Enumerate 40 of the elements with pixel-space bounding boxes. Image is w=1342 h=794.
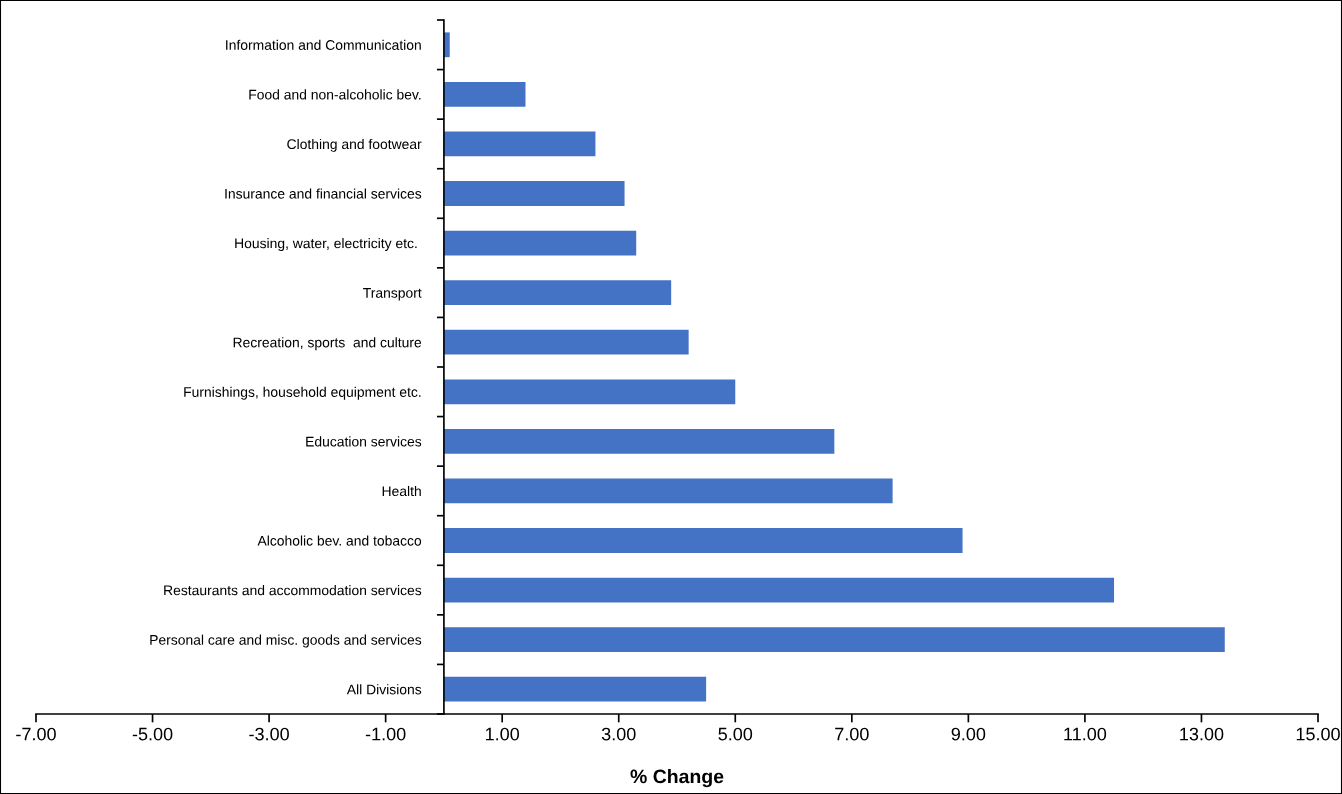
x-tick-label: -3.00	[249, 727, 289, 741]
x-tick-label: 5.00	[718, 727, 753, 741]
bar	[443, 627, 1225, 653]
x-tick-label: 13.00	[1180, 727, 1224, 741]
bar	[443, 181, 625, 206]
x-tick-label: 11.00	[1064, 727, 1107, 741]
bar	[443, 478, 893, 504]
x-tick-label: 1.00	[485, 727, 520, 741]
bar	[443, 81, 526, 107]
bar	[443, 280, 672, 306]
bar	[443, 676, 707, 702]
y-tick-label: Recreation, sports and culture	[233, 337, 422, 351]
y-tick-label: Housing, water, electricity etc.	[235, 238, 417, 251]
y-tick-label: Furnishings, household equipment etc.	[184, 386, 421, 400]
y-tick-label: Restaurants and accommodation services	[164, 585, 422, 596]
y-tick-label: Food and non-alcoholic bev.	[249, 89, 421, 100]
y-tick-label: Transport	[363, 288, 422, 301]
bar	[443, 230, 637, 256]
y-tick-label: Personal care and misc. goods and services	[150, 634, 422, 648]
y-tick-label: Alcoholic bev. and tobacco	[257, 535, 422, 546]
x-tick-label: -7.00	[16, 727, 56, 741]
y-tick-label: Information and Communication	[226, 39, 421, 50]
x-tick-label: -1.00	[365, 727, 406, 741]
x-tick-label: 3.00	[601, 727, 636, 741]
y-tick-label: Insurance and financial services	[225, 188, 422, 199]
bar	[443, 131, 596, 157]
bar	[443, 379, 736, 405]
bar	[443, 329, 689, 355]
bar	[443, 428, 835, 454]
x-tick-label: 15.00	[1296, 727, 1340, 741]
x-tick-label: 9.00	[951, 727, 986, 741]
y-tick-label: Health	[382, 485, 421, 497]
y-tick-label: Clothing and footwear	[287, 138, 422, 152]
y-tick-label: Education services	[306, 436, 422, 447]
x-axis-title: % Change	[630, 769, 724, 788]
x-tick-label: -5.00	[132, 727, 173, 741]
bar	[443, 577, 1115, 603]
bar	[443, 528, 963, 553]
y-tick-label: All Divisions	[346, 684, 422, 695]
x-tick-label: 7.00	[835, 727, 869, 741]
